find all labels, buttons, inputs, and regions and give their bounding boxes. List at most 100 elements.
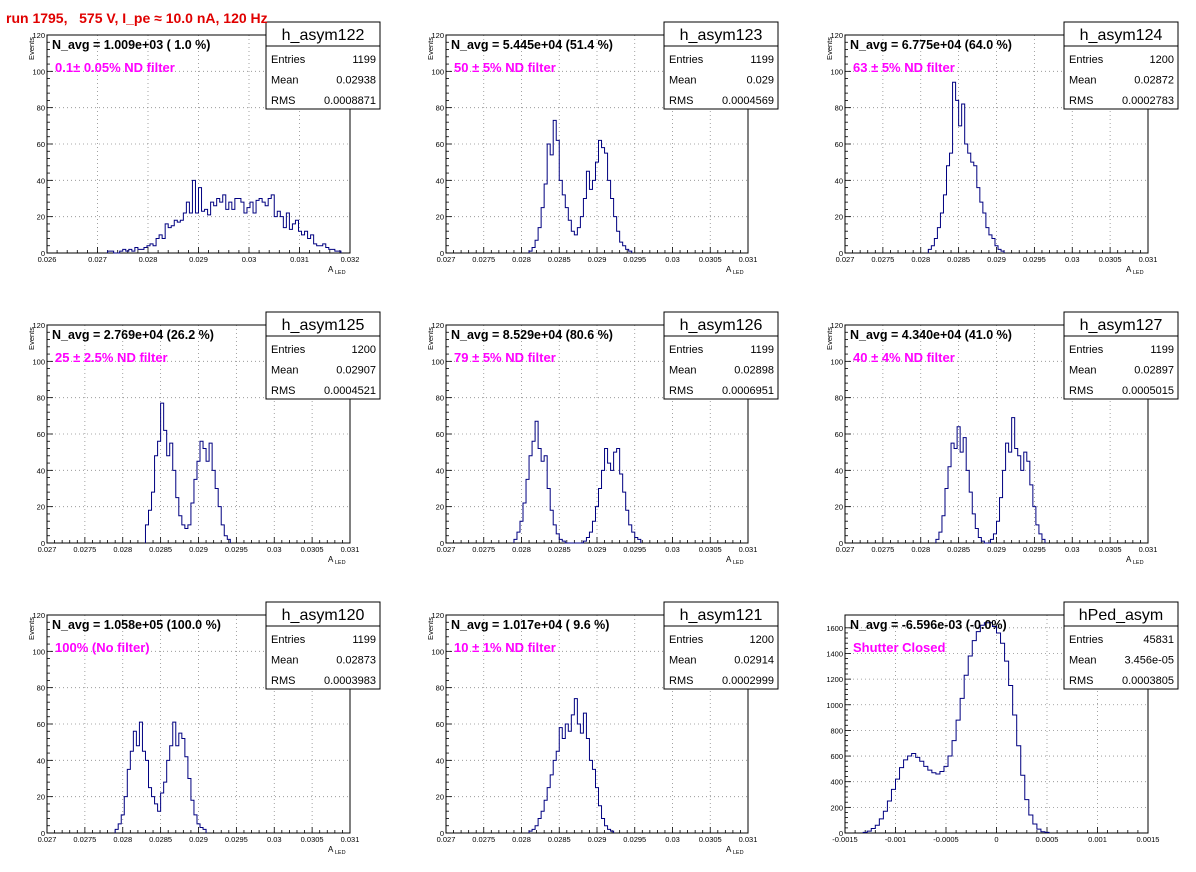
y-tick-label: 0: [839, 539, 843, 548]
stats-label: Mean: [271, 655, 299, 667]
stats-value: 0.02907: [336, 365, 376, 377]
y-tick-label: 20: [436, 793, 444, 802]
x-axis-title: A LED: [726, 845, 744, 856]
y-tick-label: 120: [830, 321, 843, 330]
histogram-line: [528, 698, 615, 833]
stats-value: 0.0005015: [1122, 385, 1174, 397]
stats-box-title: hPed_asym: [1079, 607, 1164, 624]
stats-value: 0.02898: [734, 365, 774, 377]
stats-label: Mean: [1069, 75, 1097, 87]
run-title: run 1795, 575 V, I_pe ≈ 10.0 nA, 120 Hz: [6, 10, 268, 26]
stats-value: 1199: [352, 54, 376, 66]
y-tick-label: 100: [32, 67, 45, 76]
x-tick-label: 0.0275: [472, 255, 495, 264]
histogram-panel-h_asym122: 0.026 0.027 0.028 0.029 0.03 0.031 0.032 0 20 40 6…: [27, 21, 381, 276]
navg-label: N_avg = 2.769e+04 (26.2 %): [52, 328, 214, 342]
x-tick-label: 0.031: [1139, 255, 1158, 264]
stats-box: [663, 311, 779, 400]
filter-annotation: Shutter Closed: [853, 640, 946, 655]
stats-label: RMS: [1069, 385, 1093, 397]
filter-annotation: 40 ± 4% ND filter: [853, 350, 955, 365]
stats-box-title: h_asym124: [1080, 27, 1163, 44]
y-tick-label: 20: [37, 793, 45, 802]
stats-box: [663, 601, 779, 690]
x-tick-label: 0.0275: [73, 545, 96, 554]
filter-annotation: 10 ± 1% ND filter: [454, 640, 556, 655]
y-tick-label: 100: [431, 357, 444, 366]
stats-label: RMS: [1069, 675, 1093, 687]
x-tick-label: 0.028: [113, 835, 132, 844]
x-tick-label: 0.0295: [623, 835, 646, 844]
y-tick-label: 120: [32, 321, 45, 330]
x-tick-label: 0.0295: [623, 545, 646, 554]
y-tick-label: 120: [830, 31, 843, 40]
y-tick-label: 0: [440, 829, 444, 838]
y-axis-title: Events: [27, 327, 36, 350]
y-tick-label: 60: [436, 140, 444, 149]
histogram-panel-h_asym121: 0.027 0.0275 0.028 0.0285 0.029 0.0295 0.03 0.0…: [426, 601, 779, 856]
x-tick-label: 0.029: [189, 255, 208, 264]
y-tick-label: 400: [830, 778, 843, 787]
histogram-panel-h_asym120: 0.027 0.0275 0.028 0.0285 0.029 0.0295 0.03 0.0…: [27, 601, 381, 856]
y-tick-label: 60: [37, 430, 45, 439]
x-tick-label: 0.0305: [1099, 545, 1122, 554]
filter-annotation: 100% (No filter): [55, 640, 150, 655]
y-tick-label: 40: [436, 756, 444, 765]
stats-box-title: h_asym125: [282, 317, 365, 334]
filter-annotation: 50 ± 5% ND filter: [454, 60, 556, 75]
stats-box: [265, 21, 381, 110]
y-tick-label: 20: [436, 503, 444, 512]
x-axis-title: A LED: [1126, 265, 1144, 276]
stats-value: 0.0003983: [324, 675, 376, 687]
x-tick-label: -0.0005: [933, 835, 958, 844]
x-tick-label: 0.031: [739, 255, 758, 264]
stats-box-title: h_asym127: [1080, 317, 1163, 334]
x-tick-label: 0.03: [242, 255, 257, 264]
stats-box-title: h_asym123: [680, 27, 763, 44]
x-tick-label: 0.027: [437, 545, 456, 554]
stats-value: 0.02897: [1134, 365, 1174, 377]
y-tick-label: 20: [37, 213, 45, 222]
x-axis-title: A LED: [328, 265, 346, 276]
y-tick-label: 100: [32, 647, 45, 656]
histogram-line: [114, 721, 207, 833]
x-tick-label: -0.0015: [832, 835, 857, 844]
stats-value: 1199: [352, 634, 376, 646]
x-tick-label: 0.03: [267, 835, 282, 844]
x-tick-label: 0.029: [987, 255, 1006, 264]
stats-label: RMS: [669, 95, 693, 107]
stats-label: RMS: [669, 385, 693, 397]
x-tick-label: 0.031: [739, 835, 758, 844]
x-tick-label: 0.0295: [225, 545, 248, 554]
x-tick-label: 0.0275: [472, 835, 495, 844]
stats-box: [663, 21, 779, 110]
x-tick-label: 0.001: [1088, 835, 1107, 844]
stats-label: RMS: [271, 95, 295, 107]
navg-label: N_avg = 5.445e+04 (51.4 %): [451, 38, 613, 52]
x-tick-label: 0.031: [290, 255, 309, 264]
x-tick-label: 0.0305: [301, 545, 324, 554]
stats-label: Mean: [271, 365, 299, 377]
stats-value: 1200: [352, 344, 376, 356]
stats-value: 0.02914: [734, 655, 774, 667]
x-tick-label: 0.029: [189, 545, 208, 554]
stats-label: Entries: [271, 54, 306, 66]
x-tick-label: 0.029: [588, 545, 607, 554]
y-axis-title: Events: [825, 37, 834, 60]
stats-label: Entries: [669, 634, 704, 646]
histogram-panel-hPed_asym: -0.0015 -0.001 -0.0005 0 0.0005 0.001 0.0015 0 2…: [826, 601, 1179, 844]
histogram-line: [862, 622, 1050, 833]
stats-label: Mean: [669, 655, 697, 667]
y-tick-label: 60: [436, 720, 444, 729]
y-tick-label: 40: [835, 176, 843, 185]
y-tick-label: 800: [830, 726, 843, 735]
y-tick-label: 1600: [826, 624, 843, 633]
x-tick-label: 0.031: [341, 835, 360, 844]
y-tick-label: 40: [37, 466, 45, 475]
x-tick-label: 0.028: [512, 545, 531, 554]
y-tick-label: 60: [436, 430, 444, 439]
y-tick-label: 0: [839, 249, 843, 258]
y-tick-label: 0: [839, 829, 843, 838]
navg-label: N_avg = 8.529e+04 (80.6 %): [451, 328, 613, 342]
y-tick-label: 80: [37, 394, 45, 403]
